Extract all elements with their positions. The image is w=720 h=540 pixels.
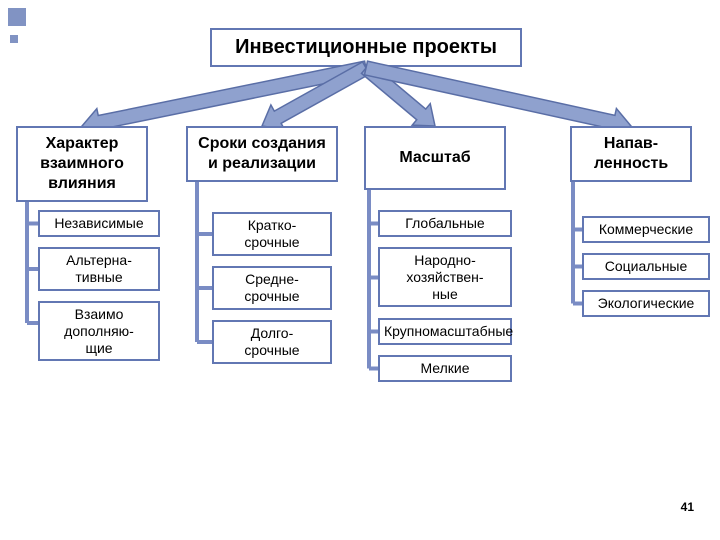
item-box: Глобальные xyxy=(378,210,512,237)
item-box: Мелкие xyxy=(378,355,512,382)
page-number: 41 xyxy=(681,500,694,514)
item-box: Социальные xyxy=(582,253,710,280)
item-box: Коммерческие xyxy=(582,216,710,243)
item-box: Кратко-срочные xyxy=(212,212,332,256)
item-box: Взаимо дополняю-щие xyxy=(38,301,160,361)
item-box: Средне-срочные xyxy=(212,266,332,310)
item-box: Экологические xyxy=(582,290,710,317)
item-box: Альтерна-тивные xyxy=(38,247,160,291)
category-box: Характер взаимного влияния xyxy=(16,126,148,202)
item-box: Крупномасштабные xyxy=(378,318,512,345)
slide-deco xyxy=(8,8,28,49)
item-box: Долго-срочные xyxy=(212,320,332,364)
category-box: Напав-ленность xyxy=(570,126,692,182)
item-box: Независимые xyxy=(38,210,160,237)
category-box: Масштаб xyxy=(364,126,506,190)
root-title: Инвестиционные проекты xyxy=(210,28,522,67)
item-box: Народно-хозяйствен-ные xyxy=(378,247,512,307)
category-box: Сроки создания и реализации xyxy=(186,126,338,182)
